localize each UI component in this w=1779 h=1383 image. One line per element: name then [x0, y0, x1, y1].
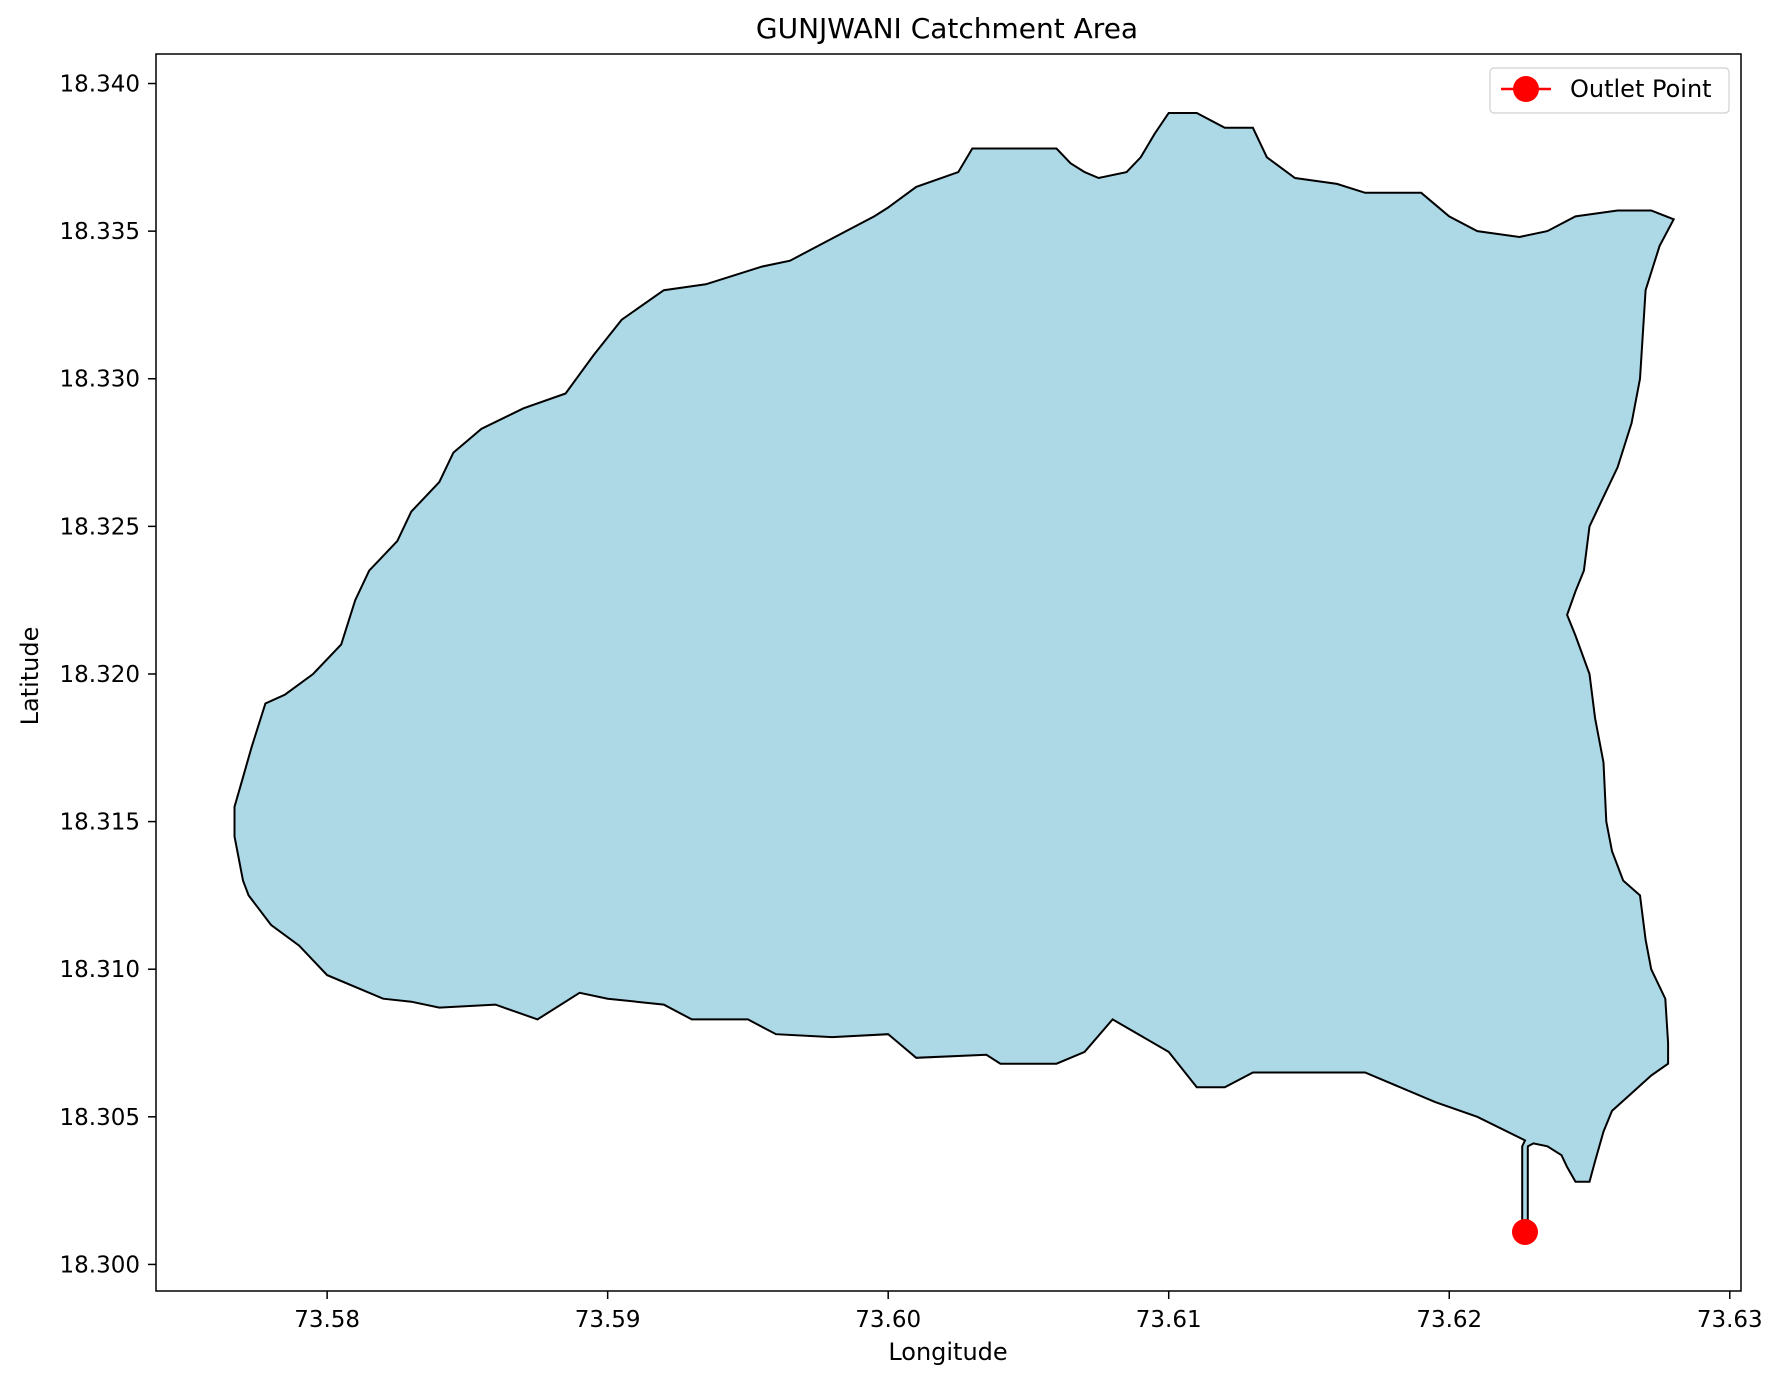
y-tick-label: 18.300	[60, 1252, 140, 1278]
outlet-layer	[1511, 1218, 1538, 1245]
y-tick-label: 18.340	[60, 72, 140, 98]
legend-box	[1489, 67, 1730, 114]
outlet-point-marker	[1511, 1218, 1538, 1245]
x-axis-ticks: 73.58 73.59 73.60 73.61 73.62 73.63	[294, 1291, 1763, 1333]
chart-title: GUNJWANI Catchment Area	[756, 12, 1138, 45]
y-tick-label: 18.305	[60, 1105, 140, 1131]
axes-frame	[155, 53, 1742, 1292]
legend-marker-icon	[1513, 76, 1539, 102]
catchment-layer	[233, 112, 1676, 1230]
x-tick-label: 73.59	[575, 1307, 641, 1333]
y-axis-ticks: 18.300 18.305 18.310 18.315 18.320 18.325 18.3…	[60, 72, 156, 1278]
y-tick-label: 18.325	[60, 514, 140, 540]
catchment-polygon	[233, 112, 1676, 1230]
legend-label: Outlet Point	[1570, 75, 1712, 103]
y-axis-label: Latitude	[16, 627, 44, 726]
y-tick-label: 18.330	[60, 367, 140, 393]
x-tick-label: 73.62	[1416, 1307, 1482, 1333]
y-tick-label: 18.335	[60, 219, 140, 245]
y-tick-label: 18.315	[60, 810, 140, 836]
x-axis-label: Longitude	[888, 1338, 1007, 1366]
y-tick-label: 18.310	[60, 957, 140, 983]
x-tick-label: 73.61	[1136, 1307, 1202, 1333]
x-tick-label: 73.63	[1697, 1307, 1763, 1333]
x-tick-label: 73.60	[855, 1307, 921, 1333]
x-tick-label: 73.58	[294, 1307, 360, 1333]
y-tick-label: 18.320	[60, 662, 140, 688]
legend: Outlet Point	[1489, 67, 1730, 114]
